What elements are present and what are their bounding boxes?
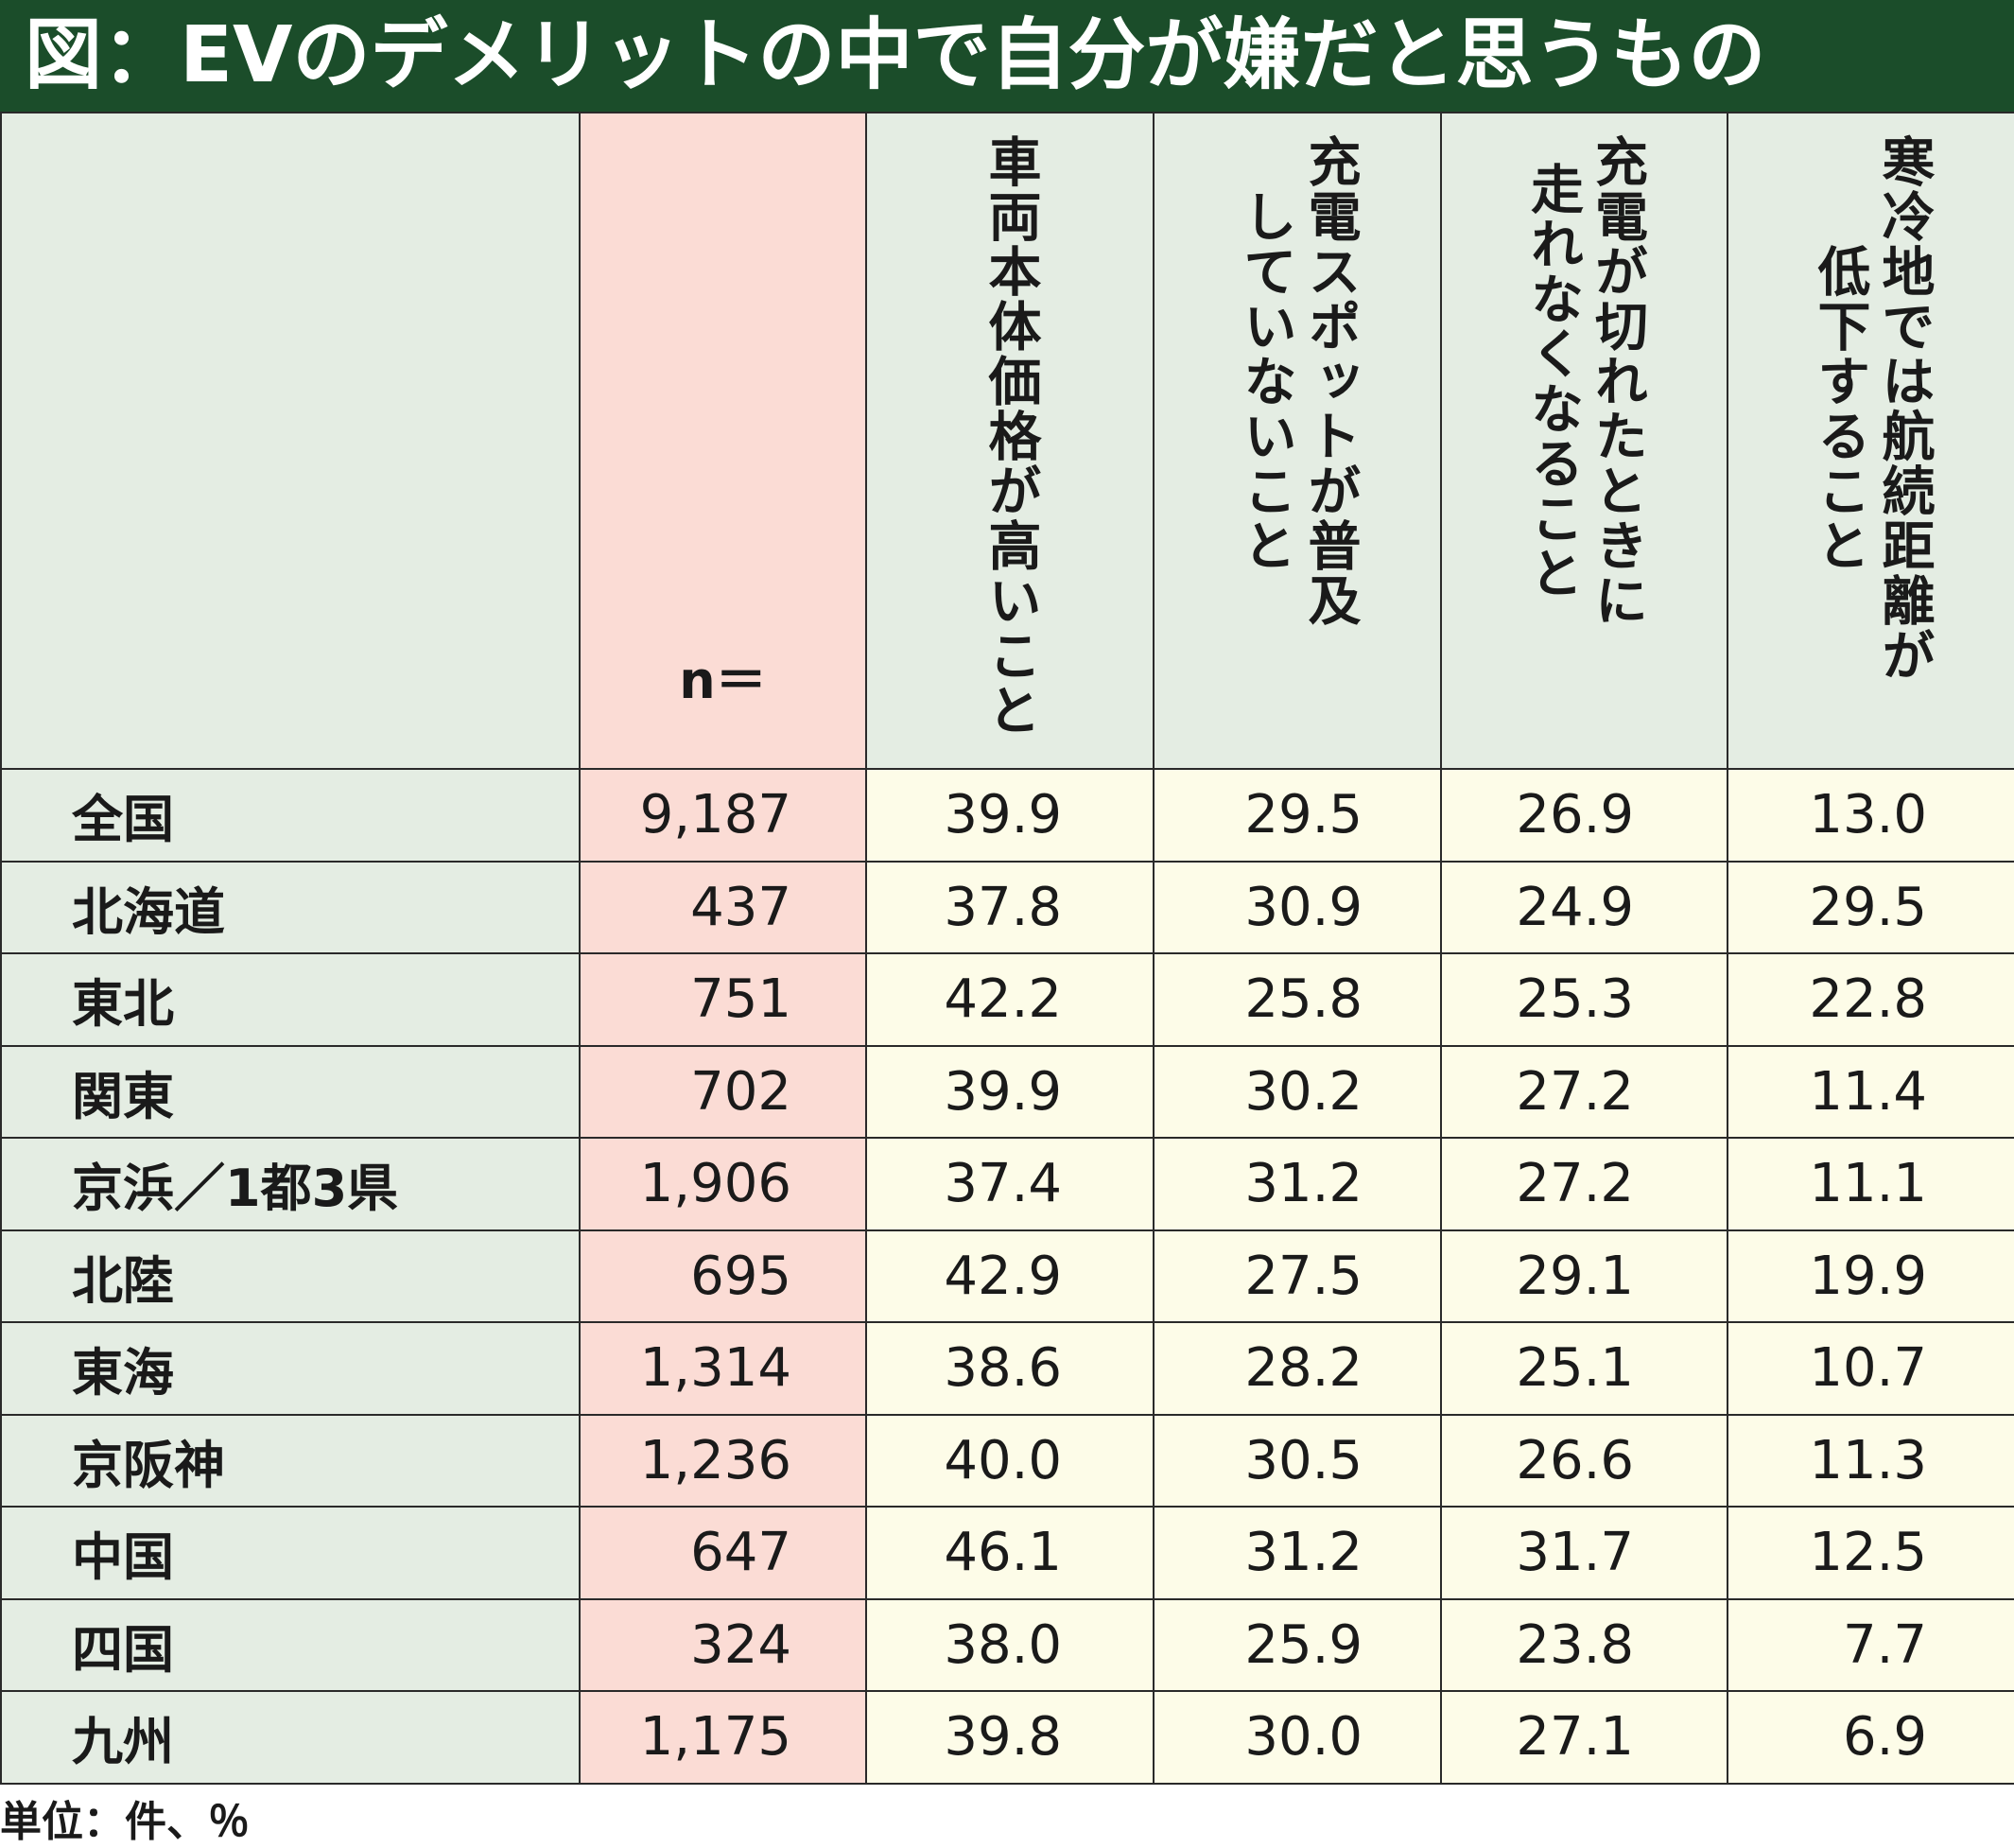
column-header: 充電が切れたときに 走れなくなること: [1440, 112, 1728, 770]
value-cell: 27.2: [1440, 1044, 1728, 1139]
value-cell: 13.0: [1727, 768, 2014, 863]
value-cell: 7.7: [1727, 1597, 2014, 1692]
n-cell: 1,906: [579, 1137, 867, 1231]
header-row: n＝ 車両本体価格が高いこと 充電スポットが普及 していないこと 充電が切れたとき…: [0, 112, 2014, 770]
value-cell: 6.9: [1727, 1690, 2014, 1785]
value-cell: 27.2: [1440, 1137, 1728, 1231]
header-blank-cell: [0, 112, 581, 770]
n-cell: 1,314: [579, 1321, 867, 1416]
column-header-line: 低下すること: [1809, 244, 1870, 573]
n-cell: 1,175: [579, 1690, 867, 1785]
region-cell: 四国: [0, 1597, 581, 1692]
value-cell: 12.5: [1727, 1506, 2014, 1600]
n-cell: 751: [579, 952, 867, 1047]
value-cell: 27.1: [1440, 1690, 1728, 1785]
column-header-line: 車両本体価格が高いこと: [980, 134, 1041, 738]
n-cell: 437: [579, 860, 867, 954]
table-row: 関東 702 39.9 30.2 27.2 11.4: [0, 1044, 2014, 1139]
column-header-line: 充電スポットが普及: [1299, 134, 1361, 628]
value-cell: 29.1: [1440, 1229, 1728, 1323]
value-cell: 10.7: [1727, 1321, 2014, 1416]
table-row: 京浜／1都3県 1,906 37.4 31.2 27.2 11.1: [0, 1137, 2014, 1231]
region-cell: 東北: [0, 952, 581, 1047]
n-cell: 702: [579, 1044, 867, 1139]
value-cell: 24.9: [1440, 860, 1728, 954]
value-cell: 26.6: [1440, 1413, 1728, 1508]
table-row: 京阪神 1,236 40.0 30.5 26.6 11.3: [0, 1413, 2014, 1508]
value-cell: 25.8: [1153, 952, 1442, 1047]
column-header-line: 走れなくなること: [1521, 162, 1584, 601]
region-cell: 全国: [0, 768, 581, 863]
region-cell: 北海道: [0, 860, 581, 954]
value-cell: 25.3: [1440, 952, 1728, 1047]
n-cell: 1,236: [579, 1413, 867, 1508]
value-cell: 23.8: [1440, 1597, 1728, 1692]
chart-title: 図：EVのデメリットの中で自分が嫌だと思うもの: [0, 0, 2014, 112]
value-cell: 30.2: [1153, 1044, 1442, 1139]
value-cell: 11.4: [1727, 1044, 2014, 1139]
column-header-text: 寒冷地では航続距離が 低下すること: [1807, 134, 1936, 683]
value-cell: 30.0: [1153, 1690, 1442, 1785]
column-header: 寒冷地では航続距離が 低下すること: [1727, 112, 2014, 770]
column-header-line: 充電が切れたときに: [1586, 134, 1648, 628]
value-cell: 11.1: [1727, 1137, 2014, 1231]
unit-note: 単位：件、％: [0, 1798, 250, 1846]
column-header-line: していないこと: [1235, 189, 1296, 573]
value-cell: 30.5: [1153, 1413, 1442, 1508]
column-header: 車両本体価格が高いこと: [865, 112, 1155, 770]
value-cell: 42.9: [865, 1229, 1155, 1323]
value-cell: 11.3: [1727, 1413, 2014, 1508]
region-cell: 中国: [0, 1506, 581, 1600]
value-cell: 28.2: [1153, 1321, 1442, 1416]
value-cell: 31.2: [1153, 1506, 1442, 1600]
value-cell: 29.5: [1727, 860, 2014, 954]
table-row: 東北 751 42.2 25.8 25.3 22.8: [0, 952, 2014, 1047]
value-cell: 42.2: [865, 952, 1155, 1047]
value-cell: 39.9: [865, 768, 1155, 863]
table-row: 四国 324 38.0 25.9 23.8 7.7: [0, 1597, 2014, 1692]
table-row: 北海道 437 37.8 30.9 24.9 29.5: [0, 860, 2014, 954]
value-cell: 38.6: [865, 1321, 1155, 1416]
value-cell: 30.9: [1153, 860, 1442, 954]
column-header-text: 車両本体価格が高いこと: [978, 134, 1042, 738]
value-cell: 22.8: [1727, 952, 2014, 1047]
n-cell: 324: [579, 1597, 867, 1692]
value-cell: 26.9: [1440, 768, 1728, 863]
region-cell: 京阪神: [0, 1413, 581, 1508]
value-cell: 37.8: [865, 860, 1155, 954]
table-row: 東海 1,314 38.6 28.2 25.1 10.7: [0, 1321, 2014, 1416]
region-cell: 京浜／1都3県: [0, 1137, 581, 1231]
n-cell: 695: [579, 1229, 867, 1323]
table-row: 九州 1,175 39.8 30.0 27.1 6.9: [0, 1690, 2014, 1785]
value-cell: 27.5: [1153, 1229, 1442, 1323]
value-cell: 31.7: [1440, 1506, 1728, 1600]
value-cell: 29.5: [1153, 768, 1442, 863]
value-cell: 46.1: [865, 1506, 1155, 1600]
value-cell: 40.0: [865, 1413, 1155, 1508]
region-cell: 九州: [0, 1690, 581, 1785]
data-table: n＝ 車両本体価格が高いこと 充電スポットが普及 していないこと 充電が切れたとき…: [0, 112, 2014, 1785]
value-cell: 37.4: [865, 1137, 1155, 1231]
value-cell: 38.0: [865, 1597, 1155, 1692]
value-cell: 25.1: [1440, 1321, 1728, 1416]
n-cell: 647: [579, 1506, 867, 1600]
n-cell: 9,187: [579, 768, 867, 863]
value-cell: 39.8: [865, 1690, 1155, 1785]
region-cell: 北陸: [0, 1229, 581, 1323]
region-cell: 関東: [0, 1044, 581, 1139]
column-header: 充電スポットが普及 していないこと: [1153, 112, 1442, 770]
table-row: 全国 9,187 39.9 29.5 26.9 13.0: [0, 768, 2014, 863]
value-cell: 39.9: [865, 1044, 1155, 1139]
value-cell: 19.9: [1727, 1229, 2014, 1323]
value-cell: 25.9: [1153, 1597, 1442, 1692]
region-cell: 東海: [0, 1321, 581, 1416]
column-header-text: 充電スポットが普及 していないこと: [1233, 134, 1362, 628]
table-row: 中国 647 46.1 31.2 31.7 12.5: [0, 1506, 2014, 1600]
header-n-cell: n＝: [579, 112, 867, 770]
column-header-line: 寒冷地では航続距離が: [1873, 134, 1935, 683]
column-header-text: 充電が切れたときに 走れなくなること: [1520, 134, 1649, 628]
table-row: 北陸 695 42.9 27.5 29.1 19.9: [0, 1229, 2014, 1323]
value-cell: 31.2: [1153, 1137, 1442, 1231]
